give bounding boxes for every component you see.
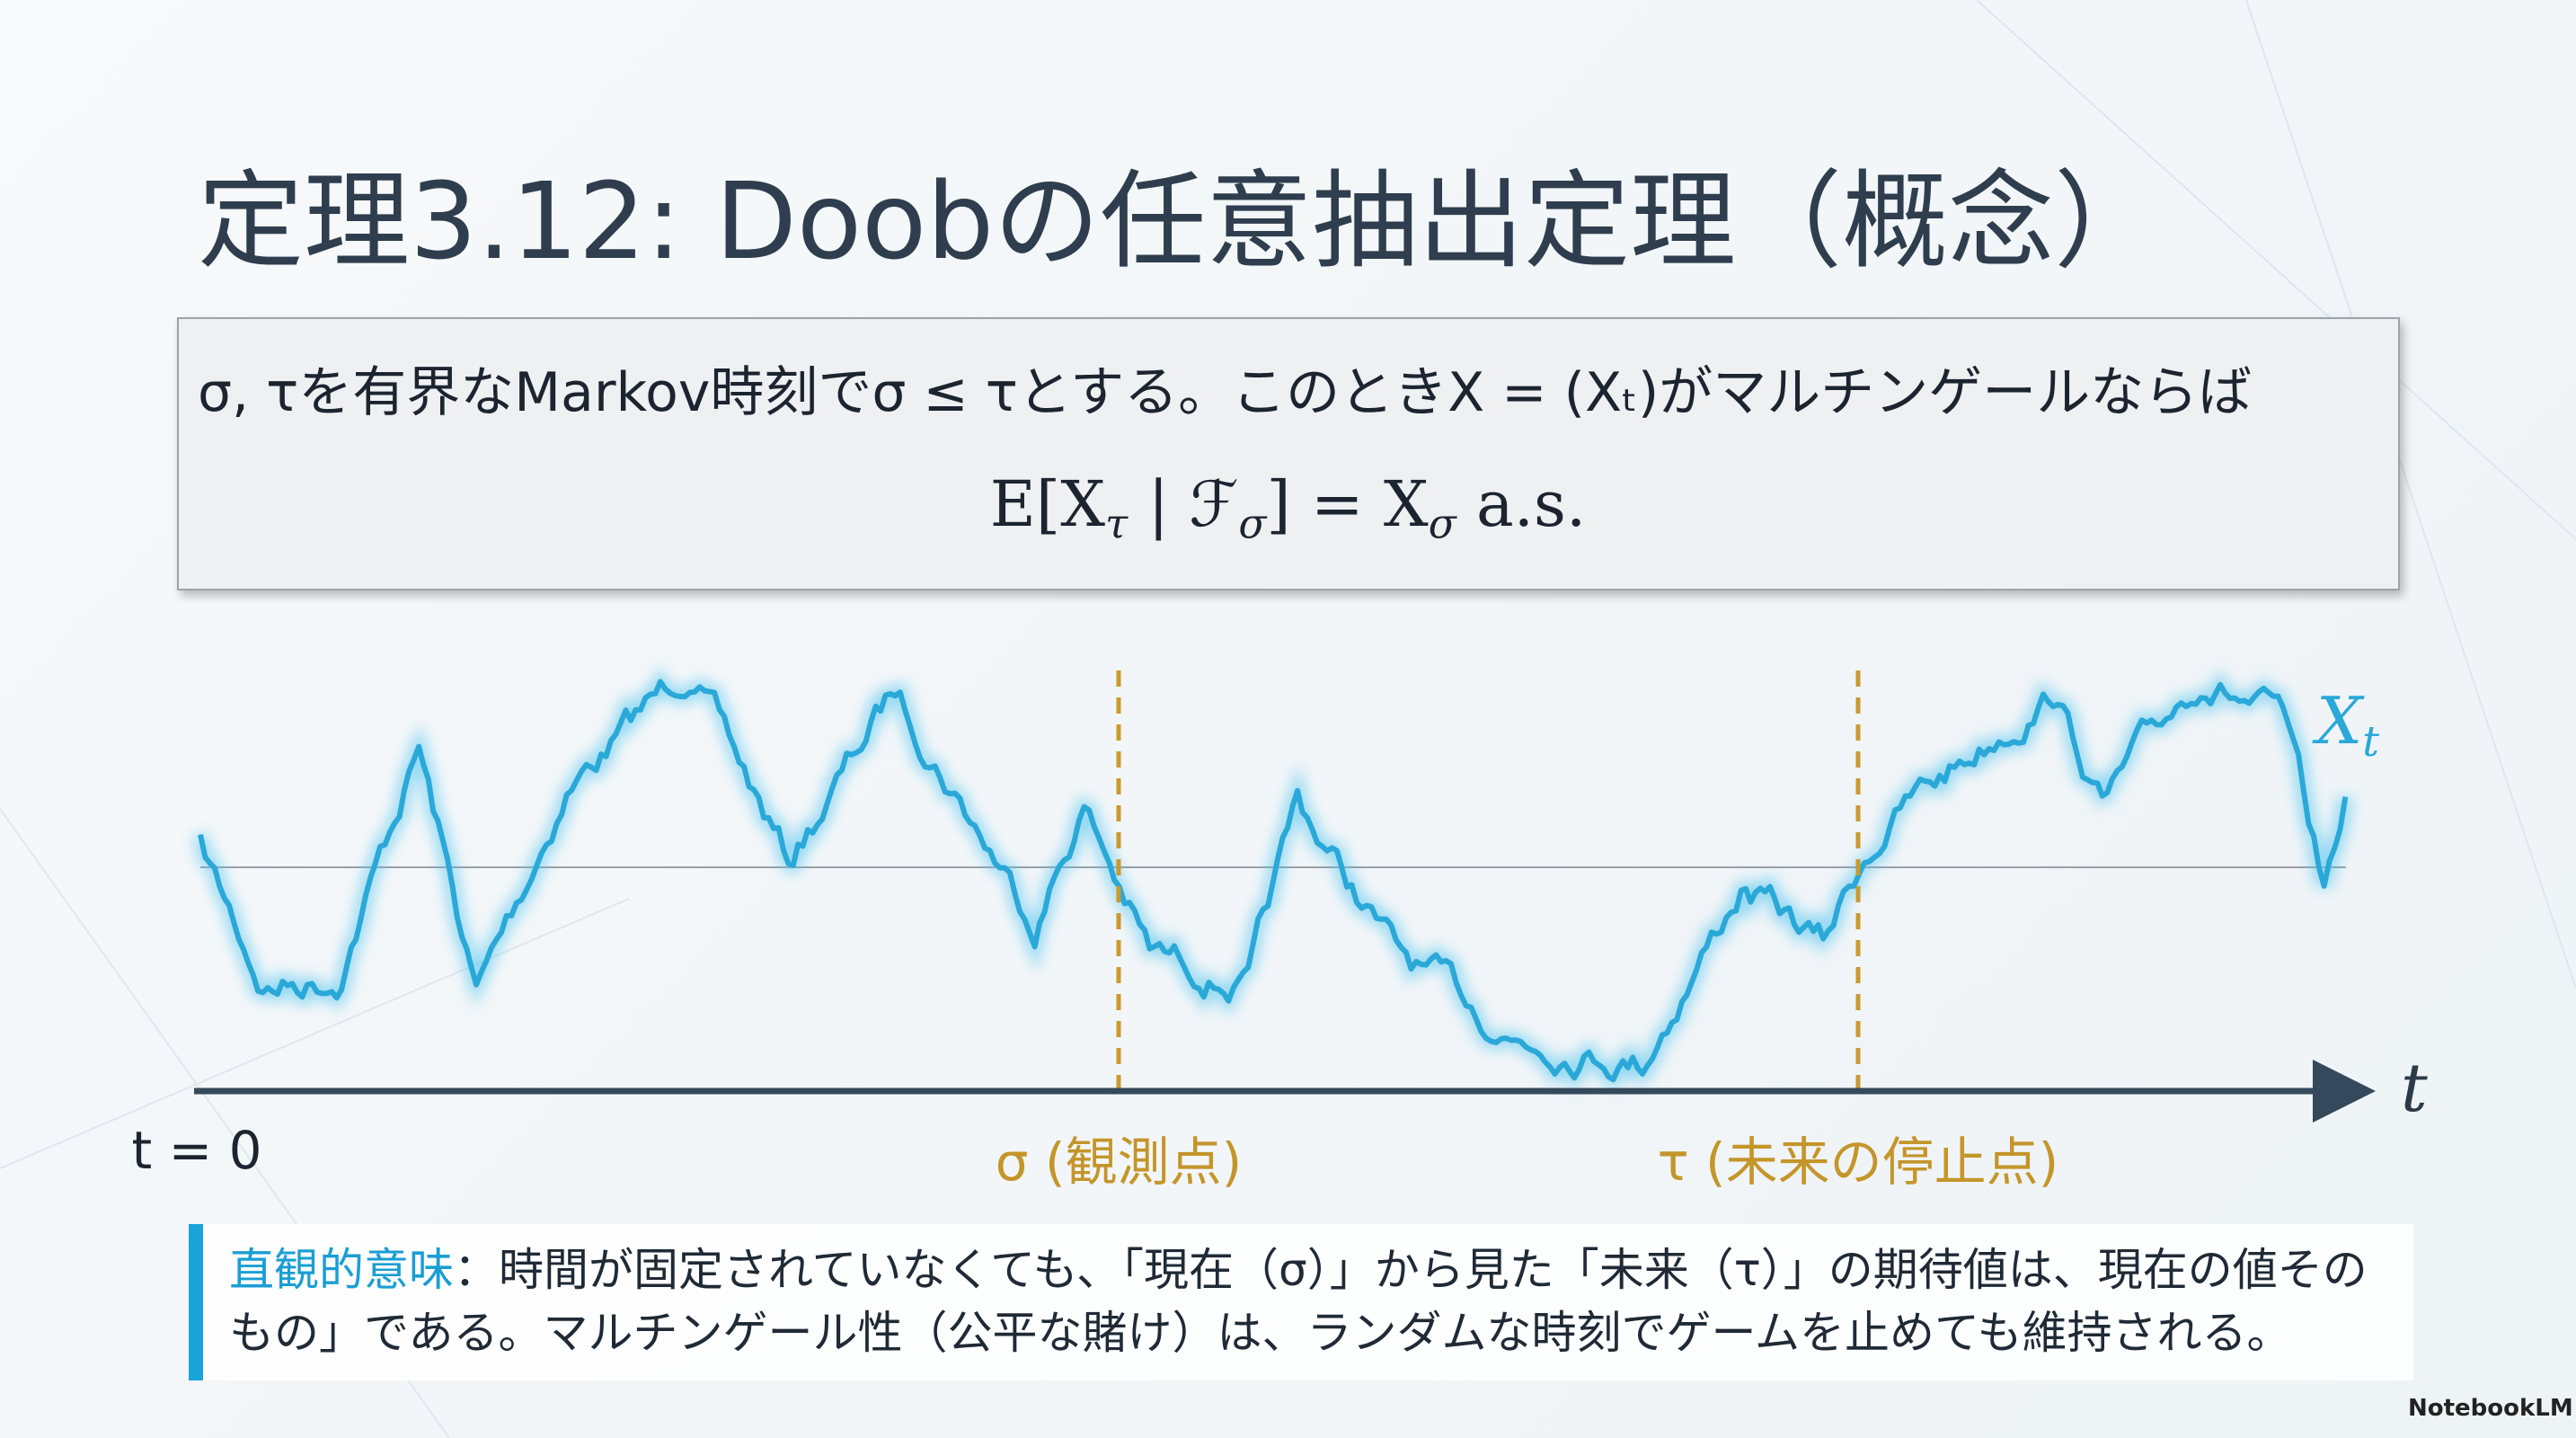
formula: E[Xτ | ℱσ] = Xσ a.s.: [0, 467, 2576, 548]
watermark: NotebookLM: [2408, 1395, 2573, 1422]
tau-label: τ (未来の停止点): [1657, 1132, 2059, 1193]
formula-part: σ: [1428, 500, 1456, 548]
note: 直観的意味：時間が固定されていなくても、「現在（σ）」から見た「未来（τ）」の期…: [229, 1238, 2395, 1364]
formula-part: ℱ: [1189, 467, 1239, 541]
axis-label: t: [2401, 1050, 2428, 1127]
process-path: [198, 679, 2349, 1083]
formula-part: a.s.: [1456, 467, 1587, 541]
note-text: ：時間が固定されていなくても、「現在（σ）」から見た「未来（τ）」の期待値は、現…: [229, 1244, 2368, 1359]
title: 定理3.12: Doobの任意抽出定理（概念）: [198, 159, 2161, 283]
note-heading: 直観的意味: [229, 1244, 454, 1296]
process-label-main: X: [2316, 683, 2363, 759]
formula-part: σ: [1238, 500, 1267, 548]
theorem-box: [177, 317, 2400, 590]
process-label: Xt: [2316, 683, 2379, 767]
formula-part: τ: [1105, 500, 1129, 548]
note-box: [189, 1224, 2413, 1380]
theorem-statement: σ, τを有界なMarkov時刻でσ ≤ τとする。このときX = (Xₜ)がマ…: [198, 361, 2253, 424]
origin-label: t = 0: [131, 1120, 262, 1181]
sigma-label: σ (観測点): [995, 1132, 1243, 1193]
process-label-sub: t: [2362, 718, 2380, 768]
formula-part: E[X: [989, 467, 1106, 541]
formula-part: |: [1128, 467, 1190, 541]
formula-part: ] = X: [1266, 467, 1429, 541]
